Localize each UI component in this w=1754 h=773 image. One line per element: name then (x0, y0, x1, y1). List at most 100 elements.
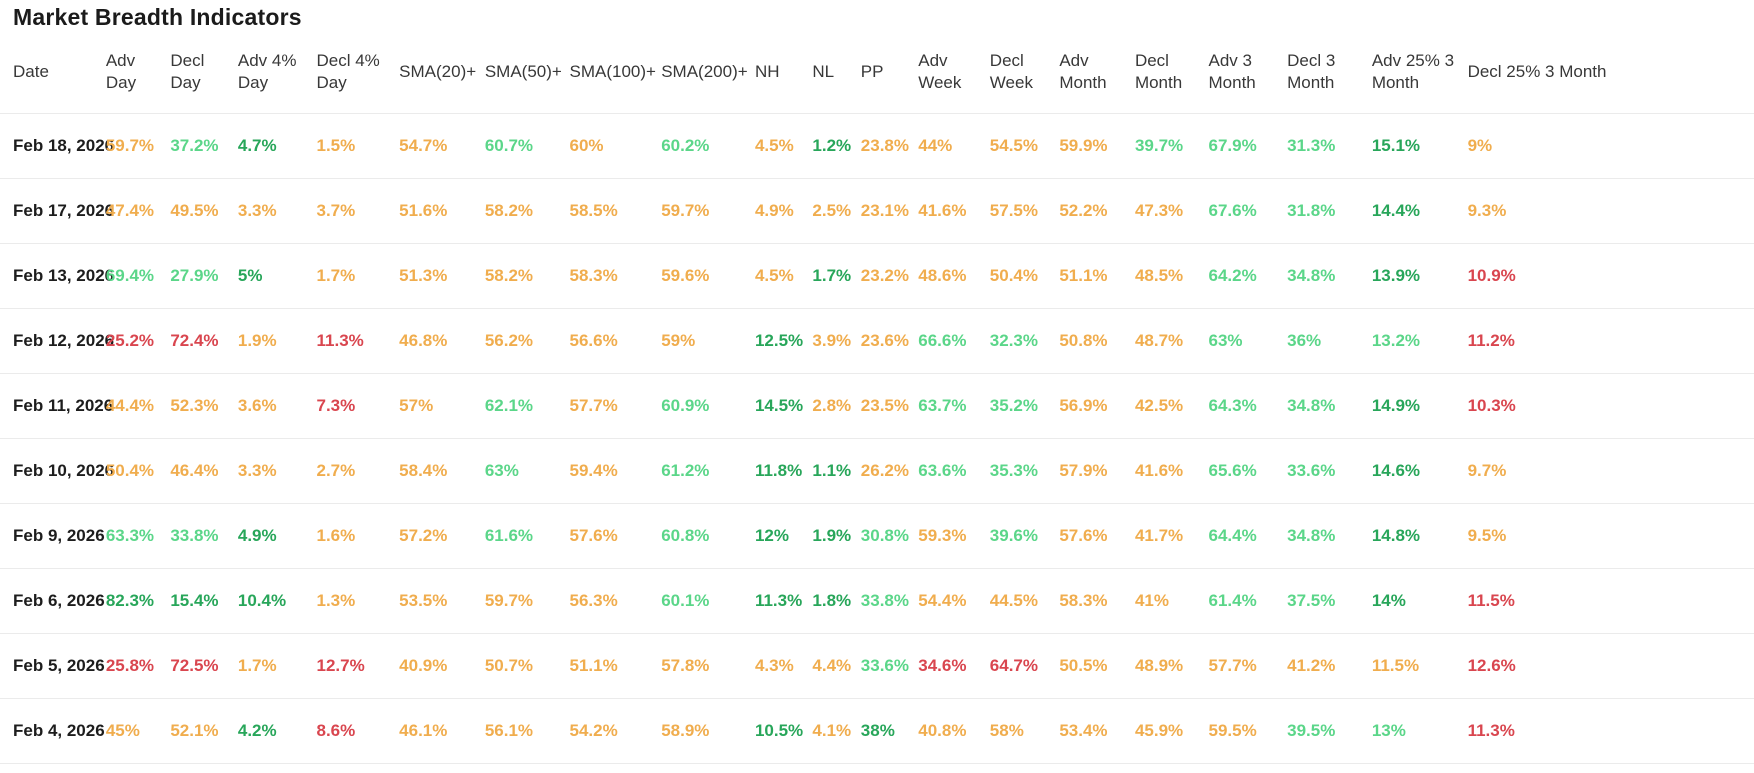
value-cell: 34.8% (1287, 243, 1372, 309)
value-cell: 34.6% (918, 633, 990, 699)
table-row: Feb 9, 2026 63.3% 33.8% 4.9% 1.6% 57.2% 61.6% 5… (0, 503, 1754, 569)
date-cell: Feb 4, 2026 (0, 698, 106, 764)
value-cell: 59% (661, 308, 755, 374)
value-cell: 51.3% (399, 243, 485, 309)
value-cell: 1.7% (812, 243, 861, 309)
table-row: Feb 6, 2026 82.3% 15.4% 10.4% 1.3% 53.5% 59.7%… (0, 568, 1754, 634)
value-cell: 39.6% (989, 503, 1060, 569)
value-cell: 14.9% (1371, 373, 1468, 439)
value-cell: 59.7% (661, 178, 755, 244)
market-breadth-table: Date Adv Day Decl Day Adv 4% Day Decl 4% Day… (0, 31, 1754, 764)
value-cell: 13.9% (1371, 243, 1468, 309)
value-cell: 59.4% (569, 438, 662, 504)
value-cell: 36% (1287, 308, 1372, 374)
value-cell: 58.9% (661, 698, 755, 764)
value-cell: 23.1% (860, 178, 919, 244)
column-header-sma-50: SMA(50)+ (484, 31, 570, 114)
column-header-adv-25-3-month: Adv 25% 3 Month (1371, 31, 1468, 114)
value-cell: 64.3% (1208, 373, 1288, 439)
date-cell: Feb 18, 2026 (0, 113, 114, 179)
value-cell: 56.1% (484, 698, 570, 764)
value-cell: 82.3% (105, 568, 171, 634)
value-cell: 14.4% (1371, 178, 1468, 244)
value-cell: 30.8% (860, 503, 919, 569)
value-cell: 61.2% (661, 438, 755, 504)
value-cell: 58% (989, 698, 1060, 764)
value-cell: 56.3% (569, 568, 662, 634)
value-cell: 49.5% (170, 178, 238, 244)
value-cell: 1.1% (812, 438, 861, 504)
value-cell: 72.5% (170, 633, 238, 699)
value-cell: 59.5% (1208, 698, 1288, 764)
value-cell: 3.3% (237, 438, 317, 504)
value-cell: 59.9% (1059, 113, 1135, 179)
value-cell: 63% (484, 438, 570, 504)
value-cell: 53.4% (1059, 698, 1135, 764)
value-cell: 4.5% (754, 243, 813, 309)
value-cell: 7.3% (316, 373, 400, 439)
value-cell: 54.5% (989, 113, 1060, 179)
value-cell: 60.8% (661, 503, 755, 569)
column-header-decl-day: Decl Day (170, 31, 238, 114)
value-cell: 38% (860, 698, 919, 764)
header-row: Date Adv Day Decl Day Adv 4% Day Decl 4% Day… (0, 31, 1754, 114)
value-cell: 57.5% (989, 178, 1060, 244)
value-cell: 50.4% (105, 438, 171, 504)
value-cell: 1.9% (812, 503, 861, 569)
value-cell: 57.7% (1208, 633, 1288, 699)
date-cell: Feb 11, 2026 (0, 373, 113, 439)
value-cell: 58.4% (399, 438, 485, 504)
value-cell: 23.2% (860, 243, 919, 309)
value-cell: 46.8% (399, 308, 485, 374)
value-cell: 1.8% (812, 568, 861, 634)
column-header-adv-day: Adv Day (105, 31, 171, 114)
value-cell: 33.8% (170, 503, 238, 569)
table-body: Feb 18, 2026 59.7% 37.2% 4.7% 1.5% 54.7% 60.7%… (0, 113, 1754, 764)
value-cell: 64.2% (1208, 243, 1288, 309)
date-cell: Feb 17, 2026 (0, 178, 114, 244)
value-cell: 67.9% (1208, 113, 1288, 179)
value-cell: 67.6% (1208, 178, 1288, 244)
value-cell: 4.4% (812, 633, 861, 699)
value-cell: 34.8% (1287, 373, 1372, 439)
value-cell: 47.3% (1134, 178, 1209, 244)
value-cell: 57.6% (569, 503, 662, 569)
value-cell: 14.6% (1371, 438, 1468, 504)
value-cell: 1.6% (316, 503, 400, 569)
value-cell: 50.5% (1059, 633, 1135, 699)
column-header-decl-25-3-month: Decl 25% 3 Month (1467, 31, 1754, 114)
value-cell: 12.6% (1467, 633, 1754, 699)
value-cell: 9.3% (1467, 178, 1754, 244)
value-cell: 15.1% (1371, 113, 1468, 179)
value-cell: 31.8% (1287, 178, 1372, 244)
date-cell: Feb 5, 2026 (0, 633, 106, 699)
value-cell: 11.3% (316, 308, 400, 374)
value-cell: 3.6% (237, 373, 317, 439)
value-cell: 54.2% (569, 698, 662, 764)
column-header-sma-200: SMA(200)+ (661, 31, 755, 114)
value-cell: 41.6% (918, 178, 990, 244)
value-cell: 25.2% (105, 308, 171, 374)
value-cell: 11.3% (1467, 698, 1754, 764)
value-cell: 41.6% (1134, 438, 1209, 504)
value-cell: 47.4% (105, 178, 171, 244)
value-cell: 48.9% (1134, 633, 1209, 699)
value-cell: 10.9% (1467, 243, 1754, 309)
value-cell: 58.2% (484, 243, 570, 309)
value-cell: 13.2% (1371, 308, 1468, 374)
value-cell: 33.6% (1287, 438, 1372, 504)
value-cell: 26.2% (860, 438, 919, 504)
value-cell: 57.8% (661, 633, 755, 699)
value-cell: 72.4% (170, 308, 238, 374)
value-cell: 33.6% (860, 633, 919, 699)
value-cell: 9% (1467, 113, 1754, 179)
table-row: Feb 4, 2026 45% 52.1% 4.2% 8.6% 46.1% 56.1% 54.… (0, 698, 1754, 764)
value-cell: 5% (237, 243, 317, 309)
value-cell: 2.5% (812, 178, 861, 244)
value-cell: 60.2% (661, 113, 755, 179)
value-cell: 12.7% (316, 633, 400, 699)
value-cell: 59.7% (105, 113, 171, 179)
value-cell: 9.7% (1467, 438, 1754, 504)
value-cell: 60.9% (661, 373, 755, 439)
value-cell: 4.3% (754, 633, 813, 699)
